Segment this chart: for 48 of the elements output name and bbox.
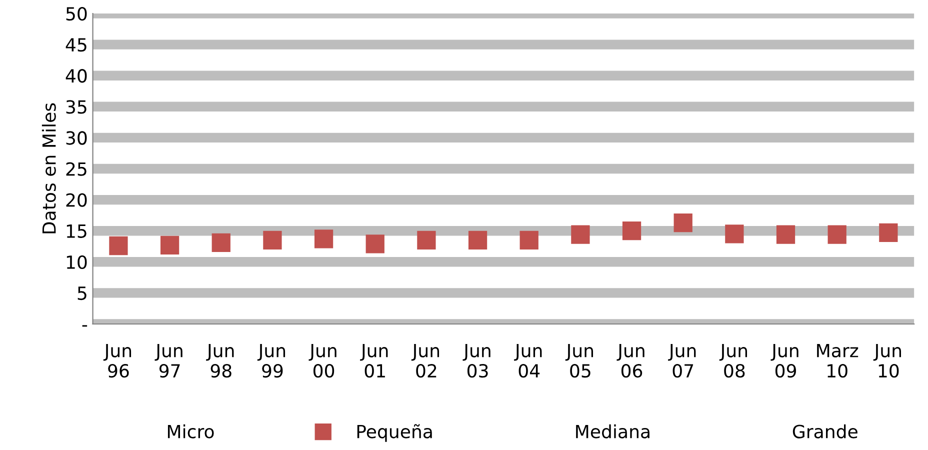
point bbox=[674, 213, 692, 232]
point bbox=[212, 233, 230, 252]
y-tick-label: 15 bbox=[66, 224, 86, 238]
point bbox=[520, 230, 538, 250]
y-tick-label: 25 bbox=[66, 162, 86, 176]
x-tick-label: Jun 03 bbox=[462, 344, 490, 378]
y-tick-label: 35 bbox=[66, 100, 86, 114]
y-tick-label: - bbox=[82, 325, 88, 327]
point bbox=[725, 224, 744, 244]
y-tick-label: 20 bbox=[66, 193, 87, 207]
text: Grande bbox=[792, 424, 858, 438]
x-tick-label: Jun 98 bbox=[206, 344, 234, 378]
y-tick-label: 10 bbox=[66, 255, 87, 270]
y-tick-label: 40 bbox=[66, 69, 87, 83]
x-tick-label: Jun 97 bbox=[154, 344, 182, 378]
point bbox=[417, 230, 436, 250]
y-tick-label: 30 bbox=[66, 131, 87, 145]
point bbox=[879, 223, 898, 242]
point bbox=[263, 230, 282, 250]
point bbox=[571, 225, 590, 244]
x-tick-label: Jun 06 bbox=[616, 344, 644, 378]
x-tick-label: Jun 01 bbox=[360, 344, 388, 378]
point bbox=[776, 225, 796, 244]
x-tick-label: Jun 04 bbox=[514, 344, 542, 378]
x-tick-label: Marz 10 bbox=[817, 344, 858, 378]
point bbox=[314, 230, 334, 248]
point bbox=[622, 222, 642, 240]
x-tick-label: Jun 00 bbox=[308, 344, 336, 378]
x-tick-label: Jun 99 bbox=[257, 344, 286, 378]
point bbox=[366, 234, 384, 254]
x-tick-label: Jun 10 bbox=[873, 344, 901, 378]
point bbox=[160, 236, 180, 254]
x-tick-label: Jun 96 bbox=[103, 344, 132, 378]
y-tick-label: 50 bbox=[66, 6, 87, 21]
x-tick-label: Jun 07 bbox=[668, 344, 696, 378]
x-tick-label: Jun 09 bbox=[770, 344, 798, 378]
text: Mediana bbox=[576, 424, 650, 438]
y-tick-label: 45 bbox=[66, 38, 86, 52]
x-tick-label: Jun 08 bbox=[719, 344, 747, 378]
text: Micro bbox=[168, 424, 214, 438]
point bbox=[468, 230, 488, 250]
x-tick-label: Jun 05 bbox=[565, 344, 594, 378]
x-tick-label: Jun 02 bbox=[411, 344, 440, 378]
legend-label: Pequeña bbox=[357, 424, 432, 442]
point bbox=[828, 225, 846, 244]
y-tick-label: 5 bbox=[78, 286, 86, 300]
point bbox=[109, 236, 128, 256]
y-axis-title: Datos en Miles bbox=[42, 103, 56, 234]
